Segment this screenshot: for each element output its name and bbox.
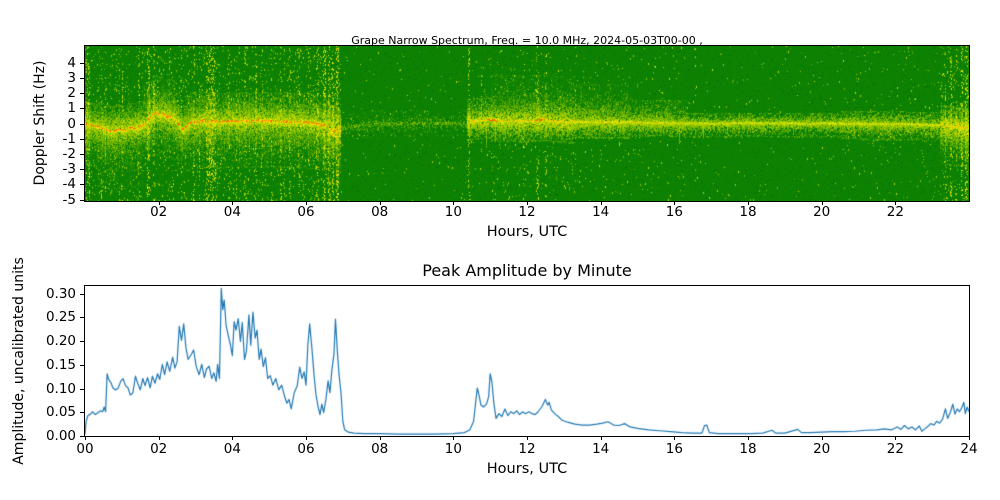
amp-x-tick-mark [158,437,160,440]
spec-x-tick-mark [748,202,749,205]
amp-x-tick-mark [306,437,307,440]
spec-x-tick-mark [527,202,528,205]
spec-y-tick-mark [80,62,84,64]
spec-x-tick-label: 10 [444,204,462,220]
spec-y-tick-label: 0 [67,115,76,132]
amp-y-tick-label: 0.05 [45,404,76,421]
amp-x-tick-mark [527,437,528,440]
amp-y-tick-mark [80,364,84,366]
spec-x-tick-label: 20 [813,204,831,220]
spec-y-tick-label: 1 [67,100,76,117]
spec-y-tick-label: 4 [67,54,76,71]
spec-x-tick-mark [600,202,602,205]
spec-x-tick-label: 14 [592,204,610,220]
spec-x-tick-label: 12 [518,204,536,220]
spec-x-tick-mark [674,202,676,205]
amp-x-tick-label: 12 [518,441,536,457]
amp-y-tick-label: 0.10 [45,380,76,397]
amp-x-tick-mark [85,437,86,440]
spec-y-tick-label: 2 [67,85,76,102]
spectrogram-xlabel: Hours, UTC [486,224,568,240]
spec-x-tick-mark [306,202,307,205]
amp-y-tick-mark [80,436,84,437]
spec-y-tick-mark [80,184,84,186]
spec-y-tick-mark [80,169,84,171]
amp-y-tick-label: 0.25 [45,309,76,326]
amplitude-title: Peak Amplitude by Minute [422,261,632,280]
amp-x-tick-label: 04 [223,441,241,457]
amp-x-tick-mark [600,437,602,440]
spec-y-tick-mark [80,77,84,79]
spec-y-tick-label: -5 [62,191,76,208]
spec-y-tick-label: -2 [62,145,76,162]
amp-x-tick-mark [748,437,749,440]
spec-x-tick-mark [379,202,381,205]
amp-y-tick-mark [80,293,84,295]
spec-y-tick-label: 3 [67,69,76,86]
amp-x-tick-label: 02 [150,441,168,457]
spec-x-tick-mark [158,202,160,205]
spec-x-tick-mark [232,202,234,205]
amp-x-tick-label: 08 [371,441,389,457]
amp-x-tick-label: 20 [813,441,831,457]
amp-x-tick-mark [453,437,455,440]
amp-x-tick-label: 16 [665,441,683,457]
spec-y-tick-mark [80,199,84,201]
amplitude-ylabel: Amplitude, uncalibrated units [11,257,27,465]
amp-x-tick-label: 00 [76,441,94,457]
amp-x-tick-mark [379,437,381,440]
spec-x-tick-label: 02 [150,204,168,220]
amp-x-tick-mark [232,437,234,440]
amp-y-tick-mark [80,341,84,342]
spec-y-tick-mark [80,123,84,125]
spectrogram-image [85,46,969,201]
amp-x-tick-label: 22 [886,441,904,457]
spec-x-tick-mark [821,202,823,205]
amplitude-axes [84,285,970,437]
spectrogram-axes [84,45,970,202]
spec-x-tick-label: 16 [665,204,683,220]
amp-x-tick-label: 18 [739,441,757,457]
amp-y-tick-label: 0.30 [45,285,76,302]
spec-x-tick-label: 18 [739,204,757,220]
amp-x-tick-mark [895,437,897,440]
amp-y-tick-label: 0.15 [45,356,76,373]
amp-y-tick-mark [80,412,84,414]
spec-x-tick-label: 06 [297,204,315,220]
spec-x-tick-label: 04 [223,204,241,220]
amp-y-tick-mark [80,388,84,390]
amplitude-xlabel: Hours, UTC [486,461,568,477]
amp-y-tick-mark [80,317,84,319]
amp-x-tick-mark [969,437,970,440]
spec-x-tick-mark [453,202,455,205]
spec-y-tick-mark [80,108,84,110]
spec-y-tick-mark [80,93,84,95]
amp-x-tick-mark [674,437,676,440]
suptitle-line1: Grape Narrow Spectrum, Freq. = 10.0 MHz,… [351,34,703,47]
amp-y-tick-label: 0.20 [45,333,76,349]
amp-x-tick-label: 10 [444,441,462,457]
spec-y-tick-mark [80,153,84,155]
spec-x-tick-label: 08 [371,204,389,220]
amp-x-tick-label: 06 [297,441,315,457]
spec-x-tick-label: 22 [886,204,904,220]
spec-y-tick-label: -1 [62,130,76,147]
amp-x-tick-mark [821,437,823,440]
amp-y-tick-label: 0.00 [45,428,76,444]
amp-x-tick-label: 14 [592,441,610,457]
amplitude-line-canvas [85,286,969,436]
spec-y-tick-label: -3 [62,161,76,178]
amp-x-tick-label: 24 [960,441,978,457]
spec-y-tick-mark [80,138,84,140]
spec-y-tick-label: -4 [62,176,76,193]
spec-x-tick-mark [895,202,897,205]
